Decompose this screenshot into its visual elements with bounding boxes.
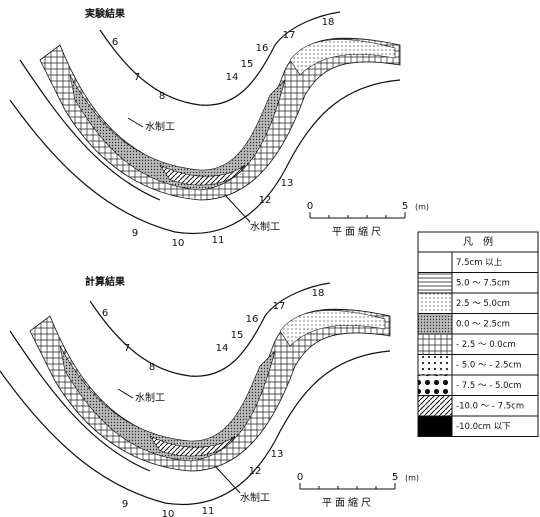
groyne-label: 水制工 [135, 391, 165, 404]
station-label: 12 [259, 195, 272, 206]
station-label: 17 [283, 30, 296, 41]
legend-swatch [418, 252, 452, 273]
scale-tick-label: 5 [392, 472, 398, 483]
legend-swatch [418, 416, 452, 437]
station-label: 13 [281, 178, 294, 189]
panel-title: 計算結果 [85, 275, 126, 288]
scale-unit: (m) [405, 474, 419, 483]
legend-swatch [418, 314, 452, 335]
station-label: 14 [226, 72, 239, 83]
legend-item: - 5.0 ～ - 2.5cm [456, 360, 521, 370]
scale-label: 平面縮尺 [322, 496, 374, 509]
groyne-label: 水制工 [240, 491, 270, 504]
river-channel [10, 12, 400, 233]
station-label: 18 [322, 17, 335, 28]
station-label: 9 [132, 228, 138, 239]
leader [225, 195, 250, 222]
station-label: 7 [124, 343, 130, 354]
groyne-label: 水制工 [250, 220, 280, 233]
diagram: 実験結果6789101112131415161718水制工水制工05(m)平面縮… [0, 0, 540, 517]
scale-unit: (m) [415, 203, 429, 212]
scale-tick-label: 5 [402, 201, 408, 212]
station-label: 7 [134, 72, 140, 83]
station-label: 12 [249, 466, 262, 477]
legend-item: -10.0cm 以下 [456, 422, 511, 432]
legend-item: 0.0 ～ 2.5cm [456, 319, 510, 329]
station-label: 14 [216, 343, 229, 354]
station-label: 18 [312, 288, 325, 299]
legend-item: 5.0 ～ 7.5cm [456, 278, 510, 288]
legend-swatch [418, 396, 452, 417]
station-label: 17 [273, 301, 286, 312]
station-label: 8 [149, 362, 155, 373]
station-label: 11 [212, 235, 225, 246]
legend-item: -10.0 ～ - 7.5cm [456, 401, 524, 411]
legend-swatch [418, 293, 452, 314]
station-label: 15 [241, 59, 254, 70]
legend-item: - 7.5 ～ - 5.0cm [456, 381, 521, 391]
station-label: 9 [122, 499, 128, 510]
scale-tick-label: 0 [297, 472, 303, 483]
legend-swatch [418, 355, 452, 376]
legend-swatch [418, 273, 452, 294]
station-label: 6 [102, 308, 108, 319]
scale-tick-label: 0 [307, 201, 313, 212]
legend-title: 凡 例 [463, 235, 493, 248]
station-label: 11 [202, 506, 215, 517]
figure: 実験結果6789101112131415161718水制工水制工05(m)平面縮… [0, 0, 540, 517]
legend-swatch [418, 334, 452, 355]
leader [128, 118, 143, 127]
station-label: 8 [159, 91, 165, 102]
scale-label: 平面縮尺 [332, 225, 384, 238]
legend-swatch [418, 375, 452, 396]
station-label: 15 [231, 330, 244, 341]
station-label: 6 [112, 37, 118, 48]
groyne-label: 水制工 [145, 120, 175, 133]
legend-item: - 2.5 ～ 0.0cm [456, 340, 516, 350]
station-label: 10 [172, 238, 185, 249]
station-label: 10 [162, 509, 175, 517]
legend-item: 2.5 ～ 5.0cm [456, 299, 510, 309]
legend-item: 7.5cm 以上 [456, 258, 503, 268]
station-label: 16 [256, 43, 269, 54]
panel-title: 実験結果 [85, 7, 126, 20]
station-label: 16 [246, 314, 259, 325]
leader [215, 466, 240, 493]
station-label: 13 [271, 449, 284, 460]
leader [118, 389, 133, 398]
river-channel [0, 283, 390, 504]
